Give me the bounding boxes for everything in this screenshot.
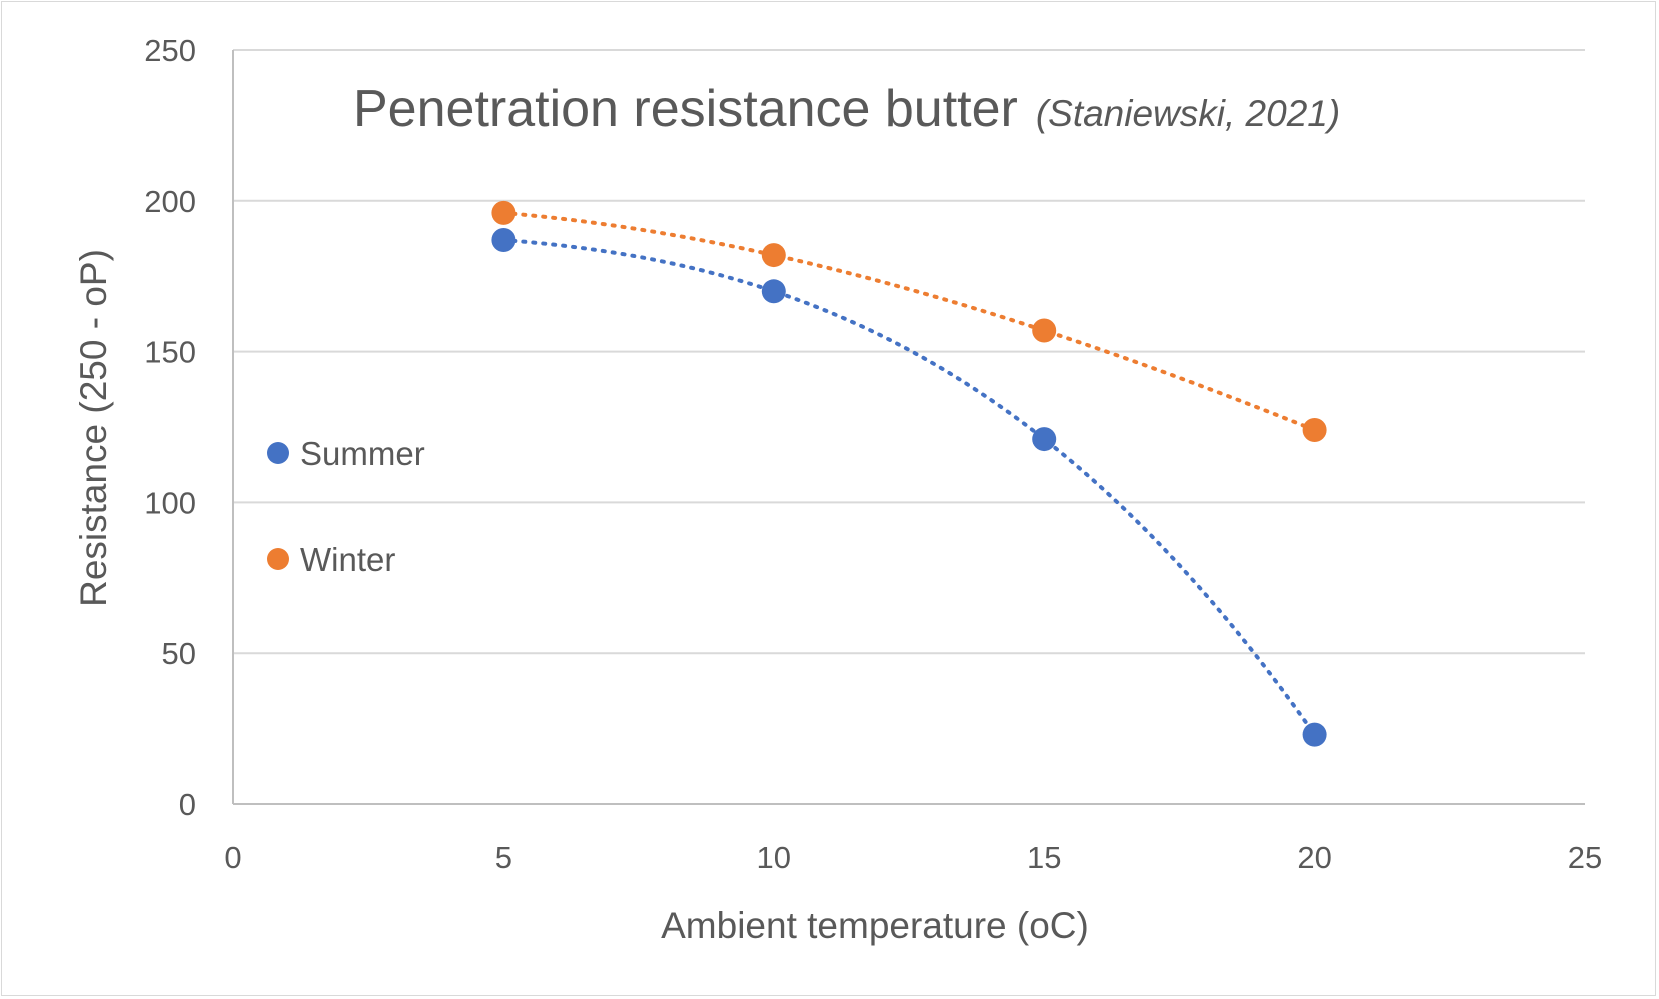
y-tick-label: 50 xyxy=(162,636,196,671)
data-point-summer xyxy=(1032,427,1057,452)
legend-marker-summer xyxy=(267,442,289,464)
data-point-summer xyxy=(1302,722,1327,747)
x-axis-title: Ambient temperature (oC) xyxy=(661,905,1089,946)
x-tick-label: 5 xyxy=(495,840,512,875)
data-point-summer xyxy=(491,228,516,253)
x-tick-label: 25 xyxy=(1568,840,1602,875)
data-points xyxy=(491,200,1327,747)
data-point-summer xyxy=(761,279,786,304)
x-tick-label: 15 xyxy=(1027,840,1061,875)
y-tick-label: 150 xyxy=(144,335,196,370)
chart-subtitle: (Staniewski, 2021) xyxy=(1036,93,1340,134)
data-point-winter xyxy=(761,243,786,268)
data-point-winter xyxy=(1032,318,1057,343)
data-point-winter xyxy=(1302,418,1327,443)
y-tick-labels: 0 50 100 150 200 250 xyxy=(144,33,196,822)
x-tick-labels: 0 5 10 15 20 25 xyxy=(224,840,1602,875)
data-point-winter xyxy=(491,200,516,225)
trendline-summer xyxy=(501,238,1317,737)
trendline-winter xyxy=(501,210,1317,433)
legend: Summer Winter xyxy=(267,435,425,578)
x-tick-label: 10 xyxy=(757,840,791,875)
y-tick-label: 250 xyxy=(144,33,196,68)
axes xyxy=(232,50,1585,805)
chart-title: Penetration resistance butter (Staniewski… xyxy=(353,80,1340,138)
x-tick-label: 0 xyxy=(224,840,241,875)
y-tick-label: 0 xyxy=(179,787,196,822)
legend-label-winter: Winter xyxy=(300,541,395,578)
chart-title-text: Penetration resistance butter xyxy=(353,80,1018,138)
x-tick-label: 20 xyxy=(1297,840,1331,875)
legend-label-summer: Summer xyxy=(300,435,425,472)
y-tick-label: 200 xyxy=(144,184,196,219)
y-axis-title: Resistance (250 - oP) xyxy=(73,249,114,607)
legend-marker-winter xyxy=(267,548,289,570)
gridlines xyxy=(233,49,1585,655)
trendlines xyxy=(501,210,1317,737)
y-tick-label: 100 xyxy=(144,485,196,520)
